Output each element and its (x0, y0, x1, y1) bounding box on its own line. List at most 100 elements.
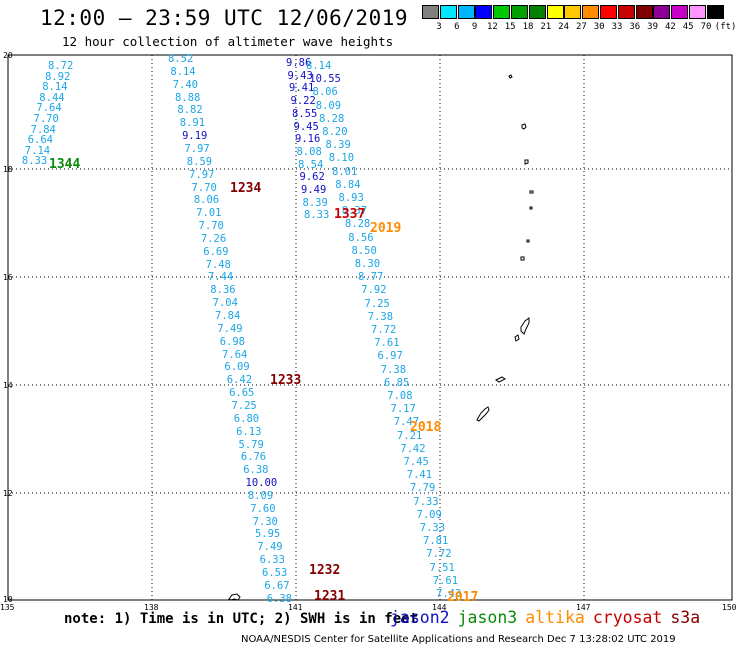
wave-height-value: 7.08 (387, 390, 413, 402)
wave-height-value: 7.70 (191, 181, 217, 194)
rev-label: 1233 (270, 373, 302, 388)
lat-label: 18 (3, 165, 13, 174)
wave-height-value: 8.91 (179, 117, 206, 130)
wave-height-value: 8.09 (315, 99, 342, 112)
wave-height-value: 8.50 (351, 244, 377, 257)
legend-swatch (439, 5, 457, 19)
island-guguan (520, 256, 525, 261)
legend-unit: (ft) (714, 22, 737, 32)
wave-height-value: 7.79 (410, 482, 436, 495)
wave-height-value: 7.61 (374, 337, 400, 350)
wave-height-value: 8.14 (170, 65, 196, 78)
island-pagan (529, 206, 533, 210)
wave-height-value: 6.38 (243, 464, 269, 477)
lon-label: 147 (576, 603, 591, 612)
rev-label: 1232 (309, 563, 341, 578)
island-guam (476, 406, 490, 422)
island-maug (521, 123, 527, 130)
rev-label: 1231 (314, 589, 346, 604)
legend-swatch (528, 5, 546, 19)
legend-label: 3 (436, 22, 442, 32)
wave-height-value: 8.39 (325, 139, 351, 152)
legend-label: 6 (454, 22, 460, 32)
map-frame (7, 54, 733, 601)
color-legend: 3 6 9 12 15 18 21 24 27 30 33 36 39 42 45 70 (ft) (422, 5, 736, 35)
lon-label: 150 (722, 603, 737, 612)
wave-height-value: 8.10 (328, 152, 355, 165)
footer-credit: NOAA/NESDIS Center for Satellite Applica… (241, 634, 676, 645)
wave-height-value: 6.80 (233, 412, 260, 425)
lat-label: 16 (3, 273, 13, 282)
island-farallon (508, 74, 513, 79)
wave-height-value: 5.79 (238, 438, 264, 451)
wave-height-value: 7.04 (212, 297, 238, 310)
wave-height-value: 7.70 (198, 220, 224, 233)
wave-height-value: 8.84 (335, 178, 361, 191)
legend-swatch (493, 5, 511, 19)
legend-swatch (706, 5, 724, 19)
lat-label: 10 (3, 595, 13, 604)
wave-height-value: 7.92 (361, 284, 387, 297)
satellite-name: s3a (670, 608, 701, 627)
wave-height-value: 7.49 (217, 322, 243, 335)
wave-height-value: 7.14 (24, 144, 51, 157)
legend-swatch (564, 5, 582, 19)
wave-height-value: 6.64 (27, 134, 53, 147)
legend-label: 21 (540, 22, 552, 32)
wave-height-value: 7.48 (205, 258, 231, 271)
wave-height-value: 8.82 (177, 104, 203, 117)
wave-height-value: 8.20 (322, 126, 348, 138)
wave-height-value: 7.84 (215, 310, 241, 322)
wave-height-value: 7.40 (172, 78, 198, 91)
wave-height-value: 7.26 (200, 232, 227, 245)
wave-height-value: 7.47 (393, 416, 420, 429)
wave-height-value: 6.42 (226, 374, 253, 387)
wave-height-value: 6.65 (229, 387, 255, 400)
wave-height-value: 7.60 (250, 502, 276, 515)
wave-height-value: 8.88 (175, 91, 201, 104)
wave-height-value: 9.22 (290, 95, 316, 108)
rev-label: 2017 (447, 590, 479, 605)
wave-height-value: 8.72 (48, 60, 74, 72)
wave-height-value: 7.44 (207, 271, 234, 284)
island-rota (495, 376, 506, 383)
rev-label: 2019 (370, 221, 402, 236)
wave-height-value: 7.64 (36, 102, 62, 115)
wave-height-value: 7.64 (222, 348, 248, 361)
wave-height-value: 9.45 (293, 120, 319, 133)
legend-swatch (457, 5, 475, 19)
lat-label: 20 (3, 51, 13, 60)
wave-height-value: 7.49 (257, 541, 283, 554)
wave-height-value: 6.69 (203, 245, 229, 258)
lon-label: 135 (0, 603, 15, 612)
legend-label: 15 (504, 22, 516, 32)
wave-height-value: 8.28 (345, 218, 371, 231)
wave-height-value: 6.09 (224, 361, 250, 374)
legend-swatch (671, 5, 689, 19)
island-asuncion (524, 159, 529, 165)
island-agrihan (529, 190, 534, 194)
legend-swatch (689, 5, 706, 19)
legend-label: 33 (611, 22, 623, 32)
wave-height-value: 8.37 (341, 205, 368, 218)
wave-height-value: 8.59 (186, 155, 213, 168)
lat-label: 12 (3, 489, 13, 498)
lon-label: 141 (288, 603, 303, 612)
satellite-name: jason2 (390, 608, 450, 627)
wave-height-value: 7.72 (426, 548, 452, 561)
wave-height-value: 6.53 (262, 567, 288, 579)
legend-swatch (511, 5, 528, 19)
wave-height-value: 7.84 (30, 123, 56, 136)
wave-height-value: 8.08 (296, 145, 322, 158)
wave-height-value: 7.25 (231, 399, 257, 412)
note-text: note: 1) Time is in UTC; 2) SWH is in fe… (64, 611, 419, 627)
wave-height-value: 7.43 (436, 588, 462, 600)
wave-height-value: 8.39 (302, 196, 328, 209)
wave-height-value: 7.21 (397, 429, 423, 442)
page-subtitle: 12 hour collection of altimeter wave hei… (62, 34, 394, 49)
wave-height-value: 8.06 (193, 194, 220, 207)
wave-height-value: 7.01 (196, 207, 222, 220)
wave-height-value: 8.01 (332, 165, 358, 178)
wave-height-value: 7.30 (252, 515, 278, 528)
wave-height-value: 7.38 (380, 363, 407, 376)
